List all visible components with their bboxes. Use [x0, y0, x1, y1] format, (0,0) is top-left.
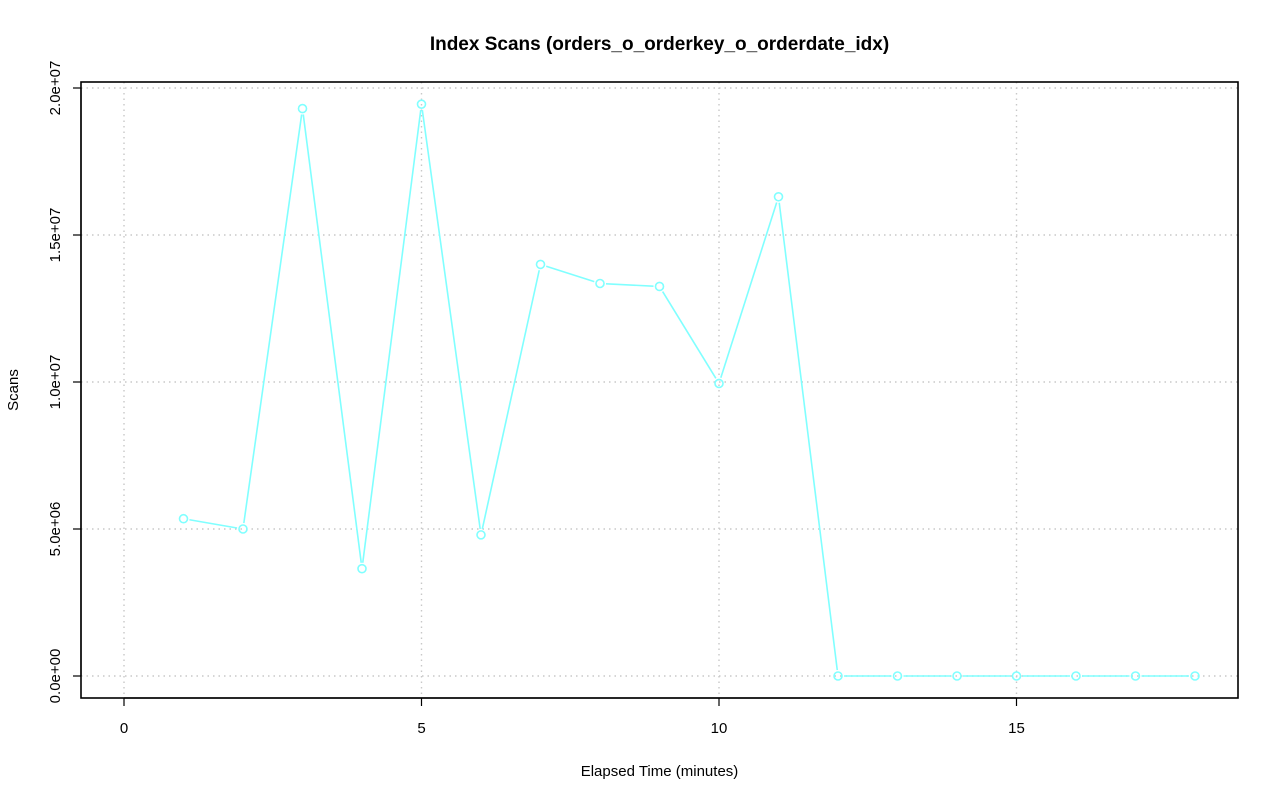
data-point: [178, 513, 189, 524]
y-tick-label: 5.0e+06: [47, 502, 64, 557]
series-line-segment: [421, 110, 481, 530]
data-point: [595, 278, 605, 289]
x-tick-label: 15: [1008, 720, 1025, 737]
x-tick-label: 10: [711, 720, 728, 737]
y-tick-label: 2.0e+07: [47, 61, 64, 116]
series-line-segment: [243, 114, 303, 524]
data-point: [654, 281, 665, 292]
data-point: [714, 378, 724, 389]
data-point: [952, 671, 962, 681]
data-point: [357, 563, 367, 574]
grid-layer: [81, 82, 1238, 698]
chart-title: Index Scans (orders_o_orderkey_o_orderda…: [430, 34, 889, 55]
data-point: [535, 259, 546, 270]
series-line-segment: [189, 518, 238, 529]
x-tick-label: 5: [417, 720, 425, 737]
data-point: [416, 99, 427, 109]
series-line-segment: [661, 291, 717, 379]
data-point: [1190, 671, 1200, 681]
x-axis-label: Elapsed Time (minutes): [581, 763, 739, 780]
y-tick-label: 1.5e+07: [47, 208, 64, 263]
plot-frame: [80, 81, 1239, 699]
series-line-segment: [361, 110, 422, 563]
x-tick-label: 0: [120, 720, 128, 737]
data-point: [1071, 671, 1081, 681]
data-point: [833, 671, 843, 681]
data-point: [892, 671, 903, 681]
series-line-segment: [720, 202, 778, 378]
y-axis-label: Scans: [5, 369, 22, 411]
data-point: [1130, 671, 1141, 681]
y-tick-label: 0.0e+00: [47, 649, 64, 704]
data-point: [476, 530, 486, 540]
data-point: [773, 191, 784, 202]
data-point: [297, 103, 308, 114]
axis-layer: 0 5 10 15 0.0e+00 5.0e+06 1.0e+07 1.5e+07 2.0e+0…: [47, 61, 1025, 737]
series-line-segment: [605, 283, 654, 287]
y-tick-label: 1.0e+07: [47, 355, 64, 410]
series-line-segment: [481, 270, 540, 530]
data-point: [1011, 671, 1022, 681]
series-line-segment: [778, 202, 839, 671]
series-line-segment: [302, 114, 363, 563]
series-line-segment: [545, 265, 595, 283]
data-point: [238, 524, 248, 534]
series-layer: [178, 99, 1200, 681]
